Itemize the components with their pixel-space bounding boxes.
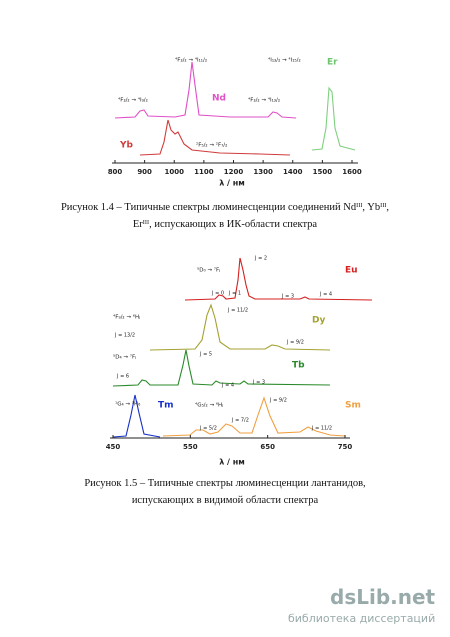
x-tick-label: 1500: [313, 168, 333, 176]
j-label: J = 6: [116, 374, 129, 380]
x-tick-label: 1100: [194, 168, 214, 176]
watermark-logo: dsLib.net: [330, 585, 436, 609]
j-label: J = 5: [199, 352, 212, 358]
figure-1-spectra: [112, 61, 358, 164]
x-tick-label: 900: [137, 168, 152, 176]
x-tick-label: 650: [260, 443, 275, 451]
x-axis-label: λ / нм: [219, 458, 245, 467]
j-label: J = 1: [228, 291, 241, 297]
x-tick-label: 550: [183, 443, 198, 451]
j-label: J = 7/2: [231, 418, 249, 424]
j-label: J = 2: [254, 256, 267, 262]
j-label: J = 11/2: [311, 426, 332, 432]
j-label: J = 11/2: [227, 308, 248, 314]
transition-label: ⁴G₅/₂ → ⁶Hⱼ: [195, 402, 223, 409]
sm-spectrum: [162, 396, 346, 437]
j-label: J = 3: [281, 294, 294, 300]
element-label: Dy: [312, 316, 325, 326]
figure-caption: Рисунок 1.4 – Типичные спектры люминесце…: [60, 202, 390, 230]
yb-spectrum: [139, 119, 291, 156]
dy-spectrum: [149, 303, 331, 351]
j-label: J = 0: [211, 291, 224, 297]
transition-label: ¹G₄ → ³H₆: [115, 401, 141, 408]
figure-2-axis: 450 550 650 750: [106, 435, 353, 451]
figure-1-axis: 800 900 1000 1100 1200 1300 1400 1500 1600: [108, 160, 362, 176]
j-label: J = 5/2: [199, 426, 217, 432]
element-label: Er: [327, 58, 338, 68]
eu-spectrum: [184, 257, 373, 301]
x-tick-label: 1000: [165, 168, 185, 176]
x-tick-label: 1400: [283, 168, 303, 176]
tm-spectrum: [112, 394, 161, 438]
x-tick-label: 1600: [342, 168, 362, 176]
figure-caption: Рисунок 1.5 – Типичные спектры люминесце…: [84, 478, 366, 506]
element-label: Nd: [212, 94, 226, 104]
j-label: J = 9/2: [269, 398, 287, 404]
j-label: J = 3: [252, 380, 265, 386]
element-label: Yb: [119, 141, 134, 151]
figure-2-spectra: [110, 257, 373, 439]
j-label: J = 9/2: [286, 340, 304, 346]
x-tick-label: 450: [106, 443, 121, 451]
x-tick-label: 800: [108, 168, 123, 176]
element-label: Eu: [345, 266, 358, 276]
element-label: Sm: [345, 401, 361, 411]
j-label: J = 13/2: [114, 333, 135, 339]
transition-label: ⁴F₉/₂ → ⁶Hⱼ: [113, 314, 140, 321]
j-label: J = 4: [319, 292, 332, 298]
tb-spectrum: [112, 349, 331, 387]
transition-label: ⁴F₃/₂ → ⁴I₁₃/₂: [248, 97, 280, 104]
transition-label: ⁴F₃/₂ → ⁴I₁₁/₂: [175, 57, 207, 64]
transition-label: ²F₅/₂ → ²F₇/₂: [196, 142, 227, 149]
x-tick-label: 1300: [253, 168, 273, 176]
transition-label: ⁴F₃/₂ → ⁴I₉/₂: [118, 97, 148, 104]
er-spectrum: [311, 86, 356, 151]
transition-label: ⁵D₄ → ⁷Fⱼ: [113, 354, 136, 361]
element-label: Tb: [292, 361, 305, 371]
j-label: J = 4: [221, 383, 234, 389]
x-axis-label: λ / нм: [219, 179, 245, 188]
nd-spectrum: [114, 61, 297, 119]
transition-label: ⁵D₀ → ⁷Fⱼ: [197, 267, 220, 274]
x-tick-label: 1200: [224, 168, 244, 176]
x-tick-label: 750: [338, 443, 353, 451]
element-label: Tm: [158, 401, 174, 411]
transition-label: ⁴I₁₃/₂ → ⁴I₁₅/₂: [268, 57, 301, 64]
watermark-subtitle: библиотека диссертаций: [288, 612, 436, 625]
